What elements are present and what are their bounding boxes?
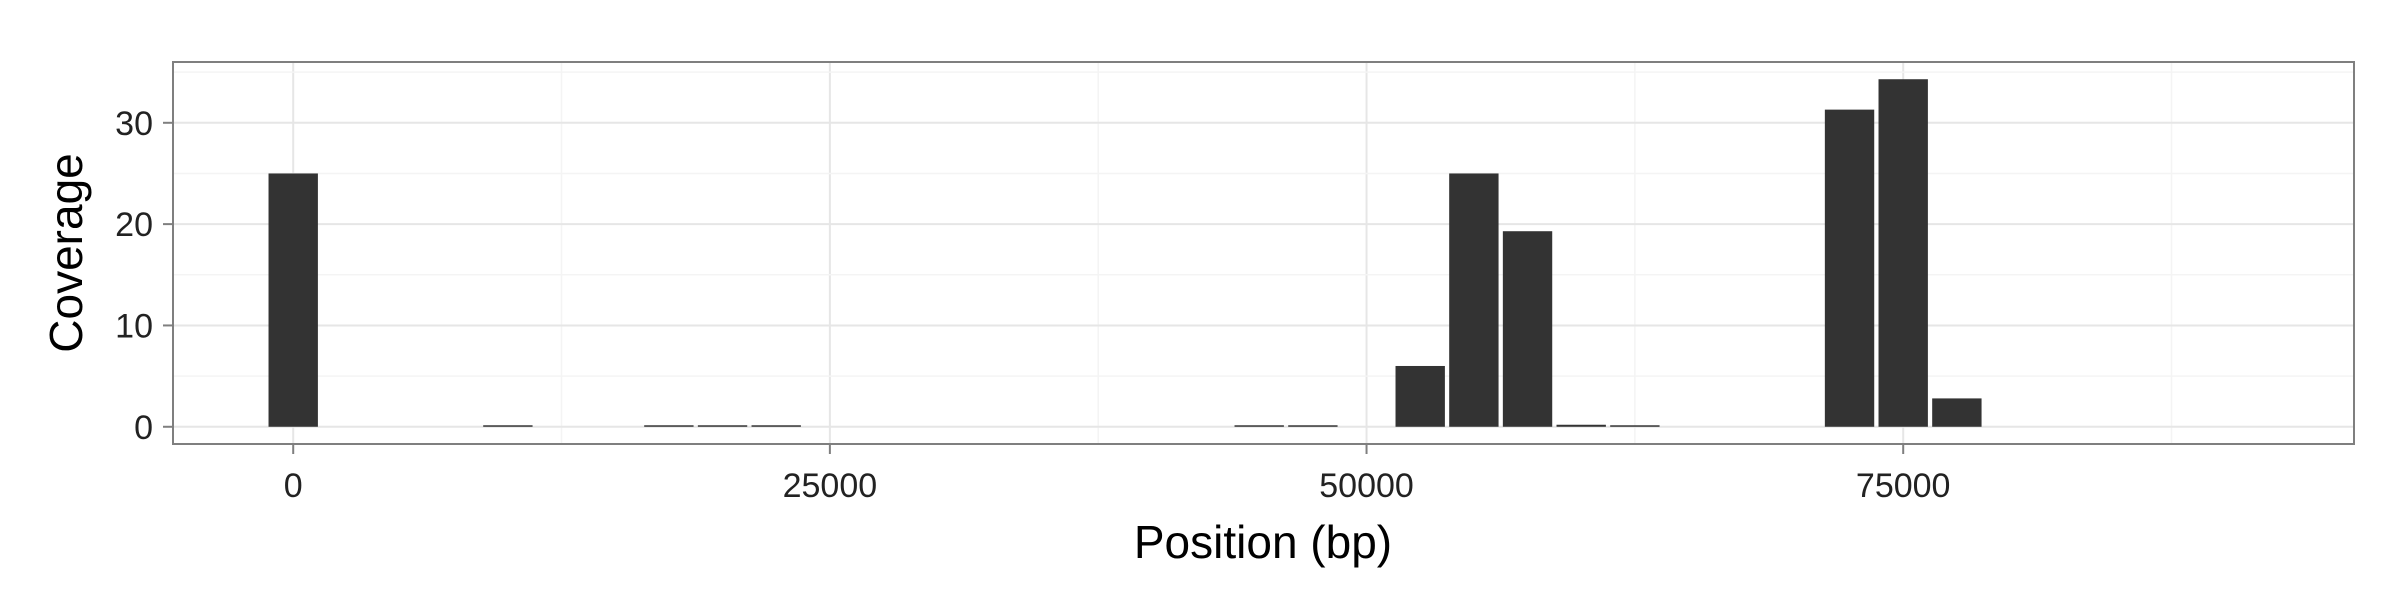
y-axis-title: Coverage (40, 153, 92, 352)
plot-border (172, 61, 2355, 445)
x-tick-label: 25000 (783, 467, 878, 505)
bar (1234, 425, 1284, 427)
bar (697, 425, 748, 427)
y-tick-label: 20 (115, 206, 153, 244)
y-tick-label: 10 (115, 307, 153, 345)
bar (1395, 365, 1445, 427)
bar (644, 425, 694, 427)
x-axis-title: Position (bp) (1134, 516, 1392, 568)
bar (1556, 424, 1606, 427)
axis-ticks: 0 25000 50000 75000 0 10 20 30 (115, 105, 1950, 505)
x-tick-label: 50000 (1319, 467, 1414, 505)
bar (268, 173, 318, 427)
bars (268, 79, 1982, 427)
bar (483, 425, 533, 427)
bar (1449, 173, 1499, 427)
bar (1878, 79, 1928, 427)
bar (1502, 231, 1553, 427)
bar (1932, 398, 1982, 427)
bar (1610, 425, 1660, 427)
x-tick-label: 75000 (1856, 467, 1951, 505)
x-tick-label: 0 (284, 467, 303, 505)
bar (751, 425, 801, 427)
y-tick-label: 0 (134, 409, 153, 447)
y-tick-label: 30 (115, 105, 153, 143)
bar (1288, 425, 1338, 427)
plot-background (173, 62, 2354, 444)
bar (1824, 109, 1875, 427)
